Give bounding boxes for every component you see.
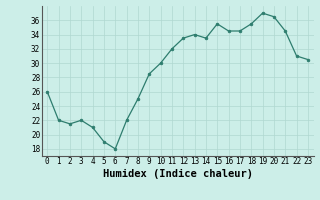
- X-axis label: Humidex (Indice chaleur): Humidex (Indice chaleur): [103, 169, 252, 179]
